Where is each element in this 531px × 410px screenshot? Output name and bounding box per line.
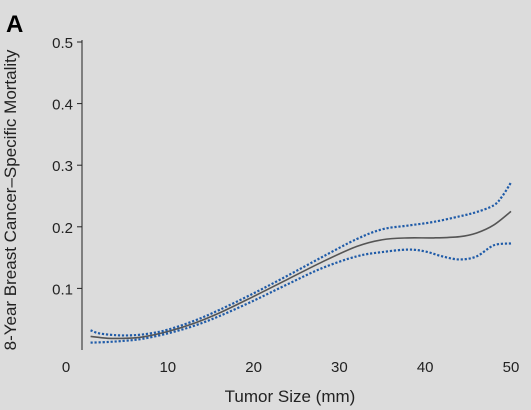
upper-series-line <box>90 181 512 337</box>
lower-series-line <box>90 242 512 344</box>
x-tick-label: 0 <box>62 359 70 376</box>
y-tick-label: 0.5 <box>52 35 73 52</box>
plot-lines <box>90 181 512 344</box>
y-tick-label: 0.3 <box>52 158 73 175</box>
panel-label: A <box>6 11 23 38</box>
y-axis-label: 8-Year Breast Cancer–Specific Mortality <box>1 49 20 350</box>
x-tick-label: 40 <box>417 359 434 376</box>
y-tick-label: 0.1 <box>52 281 73 298</box>
x-axis-label: Tumor Size (mm) <box>225 387 356 406</box>
x-tick-label: 30 <box>331 359 348 376</box>
y-tick-label: 0.2 <box>52 220 73 237</box>
y-ticks: 0.1 0.2 0.3 0.4 0.5 <box>52 35 82 298</box>
estimate-series-line <box>90 210 512 340</box>
axes: 0.1 0.2 0.3 0.4 0.5 0 10 20 30 40 50 <box>52 35 519 376</box>
x-tick-label: 20 <box>245 359 262 376</box>
x-ticks: 0 10 20 30 40 50 <box>62 359 520 376</box>
x-tick-label: 50 <box>503 359 520 376</box>
y-tick-label: 0.4 <box>52 97 73 114</box>
x-tick-label: 10 <box>159 359 176 376</box>
